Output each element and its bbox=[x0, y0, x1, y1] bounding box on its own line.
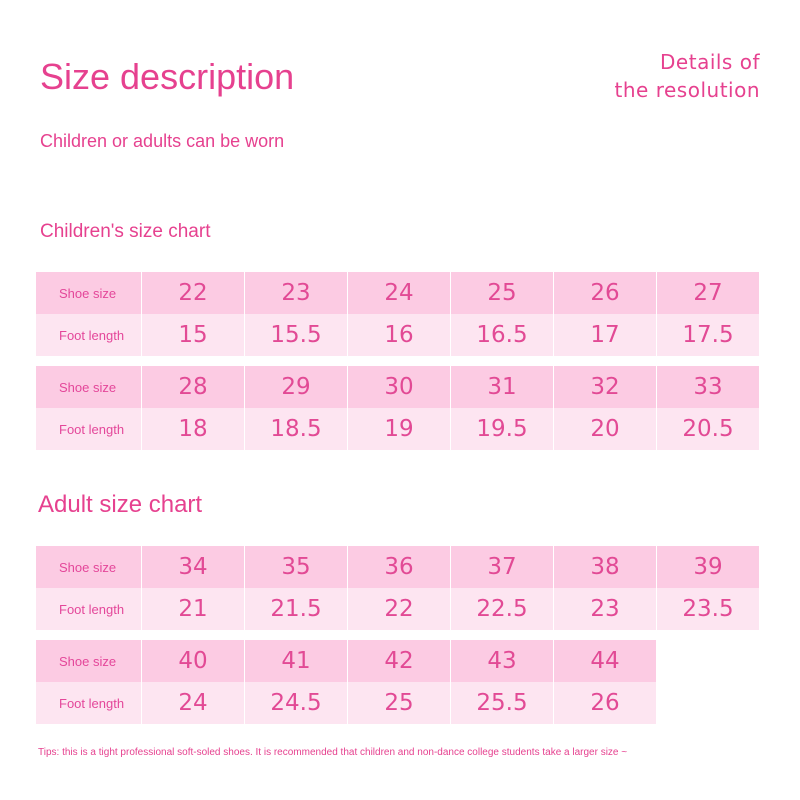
details-line-1: Details of bbox=[660, 50, 760, 74]
foot-length-cell: 17 bbox=[554, 314, 657, 356]
children-chart-heading: Children's size chart bbox=[40, 221, 211, 242]
shoe-size-cell: 29 bbox=[245, 366, 348, 408]
foot-length-cell: 23.5 bbox=[657, 588, 760, 630]
shoe-size-cell: 23 bbox=[245, 272, 348, 314]
empty-cell bbox=[657, 682, 760, 724]
shoe-size-cell: 35 bbox=[245, 546, 348, 588]
foot-length-cell: 20.5 bbox=[657, 408, 760, 450]
details-caption: Details of the resolution bbox=[615, 48, 760, 104]
shoe-size-cell: 41 bbox=[245, 640, 348, 682]
foot-length-cell: 16.5 bbox=[451, 314, 554, 356]
shoe-size-cell: 27 bbox=[657, 272, 760, 314]
foot-length-cell: 22.5 bbox=[451, 588, 554, 630]
foot-length-cell: 25 bbox=[348, 682, 451, 724]
shoe-size-cell: 43 bbox=[451, 640, 554, 682]
foot-length-label: Foot length bbox=[36, 682, 142, 724]
foot-length-cell: 20 bbox=[554, 408, 657, 450]
shoe-size-cell: 25 bbox=[451, 272, 554, 314]
shoe-size-cell: 37 bbox=[451, 546, 554, 588]
foot-length-cell: 17.5 bbox=[657, 314, 760, 356]
shoe-size-cell: 30 bbox=[348, 366, 451, 408]
details-line-2: the resolution bbox=[614, 78, 760, 102]
empty-cell bbox=[657, 640, 760, 682]
shoe-size-cell: 32 bbox=[554, 366, 657, 408]
page-title: Size description bbox=[40, 56, 295, 97]
tips-note: Tips: this is a tight professional soft-… bbox=[38, 747, 628, 758]
shoe-size-cell: 34 bbox=[142, 546, 245, 588]
shoe-size-label: Shoe size bbox=[36, 272, 142, 314]
shoe-size-cell: 33 bbox=[657, 366, 760, 408]
shoe-size-cell: 26 bbox=[554, 272, 657, 314]
foot-length-cell: 21 bbox=[142, 588, 245, 630]
shoe-size-cell: 24 bbox=[348, 272, 451, 314]
foot-length-cell: 26 bbox=[554, 682, 657, 724]
foot-length-cell: 25.5 bbox=[451, 682, 554, 724]
shoe-size-cell: 44 bbox=[554, 640, 657, 682]
foot-length-cell: 19 bbox=[348, 408, 451, 450]
foot-length-cell: 15 bbox=[142, 314, 245, 356]
children-size-table-2: Shoe size 28 29 30 31 32 33 Foot length … bbox=[36, 366, 760, 450]
foot-length-cell: 21.5 bbox=[245, 588, 348, 630]
subtitle: Children or adults can be worn bbox=[40, 131, 285, 151]
foot-length-cell: 18.5 bbox=[245, 408, 348, 450]
adult-chart-heading: Adult size chart bbox=[38, 491, 203, 518]
foot-length-cell: 19.5 bbox=[451, 408, 554, 450]
foot-length-cell: 22 bbox=[348, 588, 451, 630]
shoe-size-cell: 40 bbox=[142, 640, 245, 682]
shoe-size-cell: 22 bbox=[142, 272, 245, 314]
foot-length-cell: 24 bbox=[142, 682, 245, 724]
shoe-size-cell: 28 bbox=[142, 366, 245, 408]
foot-length-label: Foot length bbox=[36, 314, 142, 356]
foot-length-label: Foot length bbox=[36, 588, 142, 630]
shoe-size-label: Shoe size bbox=[36, 640, 142, 682]
shoe-size-cell: 39 bbox=[657, 546, 760, 588]
children-size-table-1: Shoe size 22 23 24 25 26 27 Foot length … bbox=[36, 272, 760, 356]
foot-length-cell: 18 bbox=[142, 408, 245, 450]
adult-size-table-1: Shoe size 34 35 36 37 38 39 Foot length … bbox=[36, 546, 760, 630]
shoe-size-cell: 42 bbox=[348, 640, 451, 682]
shoe-size-cell: 38 bbox=[554, 546, 657, 588]
foot-length-cell: 23 bbox=[554, 588, 657, 630]
shoe-size-cell: 36 bbox=[348, 546, 451, 588]
shoe-size-cell: 31 bbox=[451, 366, 554, 408]
foot-length-cell: 16 bbox=[348, 314, 451, 356]
shoe-size-label: Shoe size bbox=[36, 546, 142, 588]
adult-size-table-2: Shoe size 40 41 42 43 44 Foot length 24 … bbox=[36, 640, 760, 724]
shoe-size-label: Shoe size bbox=[36, 366, 142, 408]
foot-length-label: Foot length bbox=[36, 408, 142, 450]
foot-length-cell: 24.5 bbox=[245, 682, 348, 724]
foot-length-cell: 15.5 bbox=[245, 314, 348, 356]
